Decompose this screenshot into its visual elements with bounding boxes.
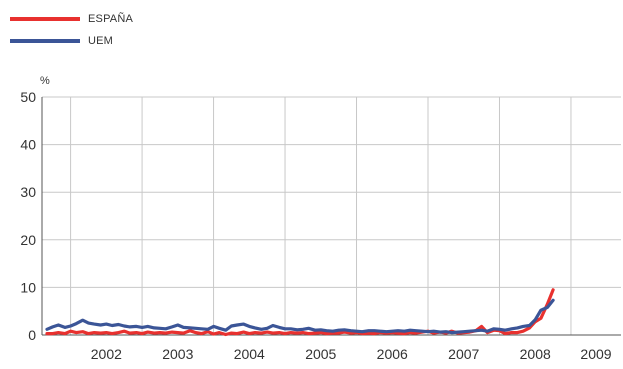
y-tick-label-50: 50	[20, 89, 36, 105]
y-tick-label-20: 20	[20, 232, 36, 248]
tick-labels: 0 10 20 30 40 50 2002 2003 2004 2005 2006 2007 2008 2…	[20, 75, 611, 362]
legend-item-espana: ESPAÑA	[10, 8, 133, 30]
x-tick-label-2007: 2007	[448, 346, 479, 362]
legend-swatch-uem	[10, 39, 80, 43]
legend: ESPAÑA UEM	[10, 8, 133, 52]
x-tick-label-2004: 2004	[234, 346, 265, 362]
y-tick-label-30: 30	[20, 184, 36, 200]
y-tick-label-0: 0	[28, 327, 36, 343]
x-tick-label-2006: 2006	[377, 346, 408, 362]
axes	[41, 97, 621, 336]
y-tick-label-10: 10	[20, 279, 36, 295]
series-lines	[45, 288, 555, 337]
legend-item-uem: UEM	[10, 30, 133, 52]
x-tick-label-2008: 2008	[520, 346, 551, 362]
series-line-uem	[45, 298, 555, 335]
series-line-espana	[45, 288, 555, 337]
legend-label-espana: ESPAÑA	[88, 13, 134, 25]
x-tick-label-2002: 2002	[91, 346, 122, 362]
legend-swatch-espana	[10, 17, 80, 21]
x-tick-label-2003: 2003	[162, 346, 193, 362]
legend-label-uem: UEM	[88, 35, 114, 47]
y-unit-label: %	[40, 75, 50, 87]
y-tick-label-40: 40	[20, 137, 36, 153]
grid	[42, 96, 621, 335]
x-tick-label-2009: 2009	[580, 346, 611, 362]
x-tick-label-2005: 2005	[305, 346, 336, 362]
